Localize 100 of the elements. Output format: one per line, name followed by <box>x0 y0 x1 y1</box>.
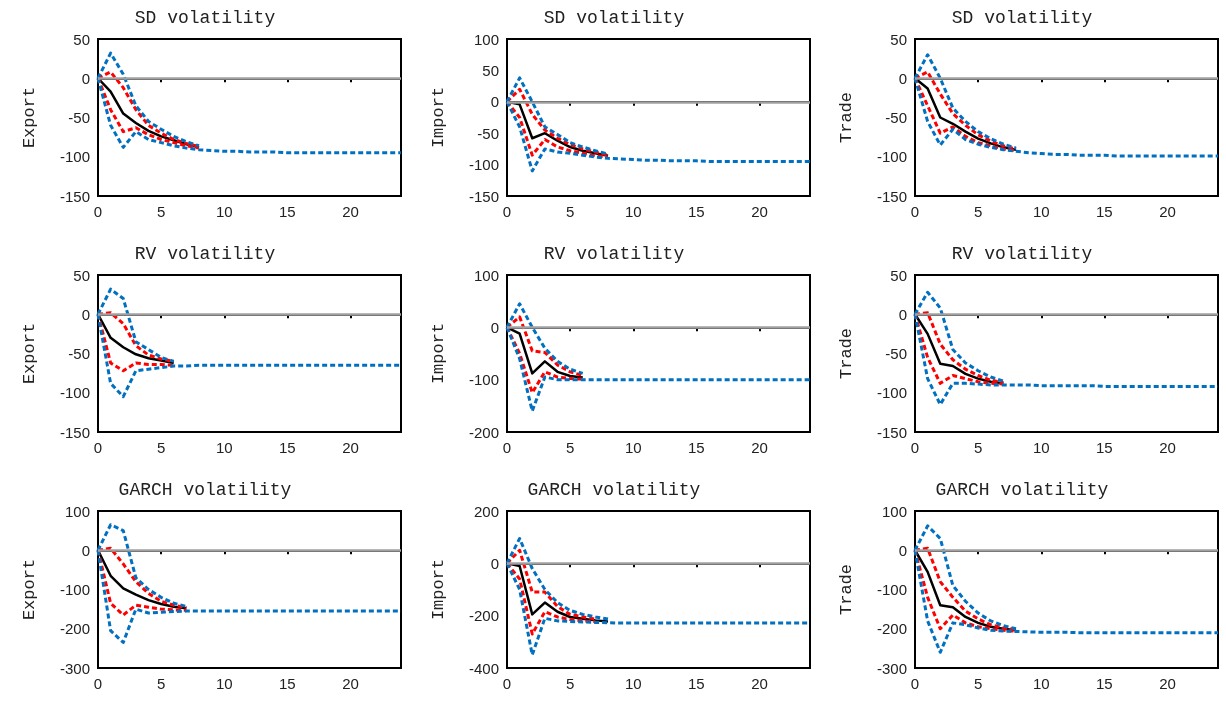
y-axis-title: Export <box>20 86 39 149</box>
y-tick-label: 0 <box>898 541 907 559</box>
y-tick-label: -200 <box>468 423 499 441</box>
x-tick-label: 5 <box>565 203 574 220</box>
x-tick-label: 0 <box>93 675 103 692</box>
x-tick-label: 20 <box>750 439 768 456</box>
x-tick-label: 5 <box>156 675 166 692</box>
y-tick-label: -50 <box>68 345 90 362</box>
x-tick-label: 15 <box>1096 203 1113 220</box>
y-tick-label: 0 <box>81 69 90 87</box>
x-tick-label: 5 <box>156 439 166 456</box>
x-tick-label: 10 <box>215 439 233 456</box>
y-tick-label: 50 <box>73 30 90 48</box>
x-tick-label: 20 <box>1159 675 1176 692</box>
y-axis-title: Trade <box>837 91 856 144</box>
y-tick-label: -150 <box>468 187 499 205</box>
x-tick-label: 10 <box>215 203 233 220</box>
x-tick-label: 0 <box>910 675 920 692</box>
y-tick-label: 0 <box>898 69 907 87</box>
y-tick-label: -100 <box>468 371 499 389</box>
y-tick-label: -100 <box>59 384 90 402</box>
chart-title: SD volatility <box>951 8 1093 28</box>
y-tick-label: -100 <box>876 148 907 166</box>
x-tick-label: 20 <box>750 203 768 220</box>
x-tick-label: 0 <box>93 439 103 456</box>
y-tick-label: -100 <box>59 581 90 598</box>
x-tick-label: 10 <box>1032 675 1050 692</box>
x-tick-label: 10 <box>624 675 642 692</box>
y-tick-label: -100 <box>468 156 499 174</box>
x-tick-label: 0 <box>502 203 511 220</box>
chart-title: RV volatility <box>543 244 684 264</box>
y-axis-title: Import <box>428 322 448 385</box>
y-axis-title: Export <box>20 558 39 621</box>
x-tick-label: 0 <box>502 675 511 692</box>
x-tick-label: 5 <box>973 203 983 220</box>
x-tick-label: 5 <box>973 439 983 456</box>
y-tick-label: -50 <box>885 345 907 362</box>
x-tick-label: 0 <box>93 203 103 220</box>
y-tick-label: 200 <box>473 502 499 520</box>
x-tick-label: 0 <box>502 439 511 456</box>
x-tick-label: 10 <box>624 203 642 220</box>
x-tick-label: 15 <box>1096 675 1113 692</box>
x-tick-label: 15 <box>687 439 705 456</box>
y-tick-label: 50 <box>890 30 907 48</box>
y-tick-label: -100 <box>59 148 90 166</box>
x-tick-label: 20 <box>1159 439 1176 456</box>
y-tick-label: 100 <box>881 502 907 520</box>
y-tick-label: 0 <box>898 305 907 323</box>
y-tick-label: -200 <box>468 607 499 625</box>
y-axis-title: Export <box>20 322 39 385</box>
y-tick-label: 100 <box>64 502 90 520</box>
x-tick-label: 15 <box>687 675 705 692</box>
y-axis-title: Trade <box>837 327 856 380</box>
chart-title: RV volatility <box>951 244 1093 264</box>
y-tick-label: 0 <box>490 93 499 111</box>
y-tick-label: -100 <box>876 384 907 402</box>
chart-title: RV volatility <box>134 244 276 264</box>
y-tick-label: -150 <box>876 423 907 441</box>
x-tick-label: 15 <box>279 203 296 220</box>
x-tick-label: 15 <box>687 203 705 220</box>
y-tick-label: -50 <box>476 124 499 142</box>
x-tick-label: 20 <box>750 675 768 692</box>
chart-title: GARCH volatility <box>527 480 701 500</box>
x-tick-label: 5 <box>973 675 983 692</box>
x-tick-label: 10 <box>1032 203 1050 220</box>
x-tick-label: 20 <box>1159 203 1176 220</box>
x-tick-label: 5 <box>565 439 574 456</box>
chart-title: SD volatility <box>134 8 276 28</box>
x-tick-label: 10 <box>215 675 233 692</box>
y-tick-label: -50 <box>68 109 90 126</box>
x-tick-label: 0 <box>910 439 920 456</box>
y-tick-label: 50 <box>73 266 90 284</box>
y-tick-label: 0 <box>490 318 499 336</box>
y-tick-label: 50 <box>890 266 907 284</box>
x-tick-label: 0 <box>910 203 920 220</box>
x-tick-label: 15 <box>279 439 296 456</box>
y-tick-label: 0 <box>490 554 499 572</box>
chart-title: GARCH volatility <box>118 480 292 500</box>
y-tick-label: -50 <box>885 109 907 126</box>
y-tick-label: -300 <box>876 659 907 677</box>
y-tick-label: 0 <box>81 305 90 323</box>
y-tick-label: 100 <box>473 266 499 284</box>
y-axis-title: Trade <box>837 563 856 616</box>
y-tick-label: 50 <box>481 61 499 79</box>
x-tick-label: 20 <box>342 439 359 456</box>
x-tick-label: 10 <box>1032 439 1050 456</box>
y-tick-label: -150 <box>59 423 90 441</box>
x-tick-label: 20 <box>342 675 359 692</box>
y-tick-label: -200 <box>876 620 907 638</box>
x-tick-label: 20 <box>342 203 359 220</box>
y-tick-label: 0 <box>81 541 90 559</box>
y-tick-label: -200 <box>59 620 90 638</box>
x-tick-label: 5 <box>156 203 166 220</box>
x-tick-label: 5 <box>565 675 574 692</box>
y-axis-title: Import <box>428 558 448 621</box>
x-tick-label: 15 <box>279 675 296 692</box>
y-axis-title: Import <box>428 86 448 149</box>
x-tick-label: 10 <box>624 439 642 456</box>
x-tick-label: 15 <box>1096 439 1113 456</box>
y-tick-label: -300 <box>59 659 90 677</box>
